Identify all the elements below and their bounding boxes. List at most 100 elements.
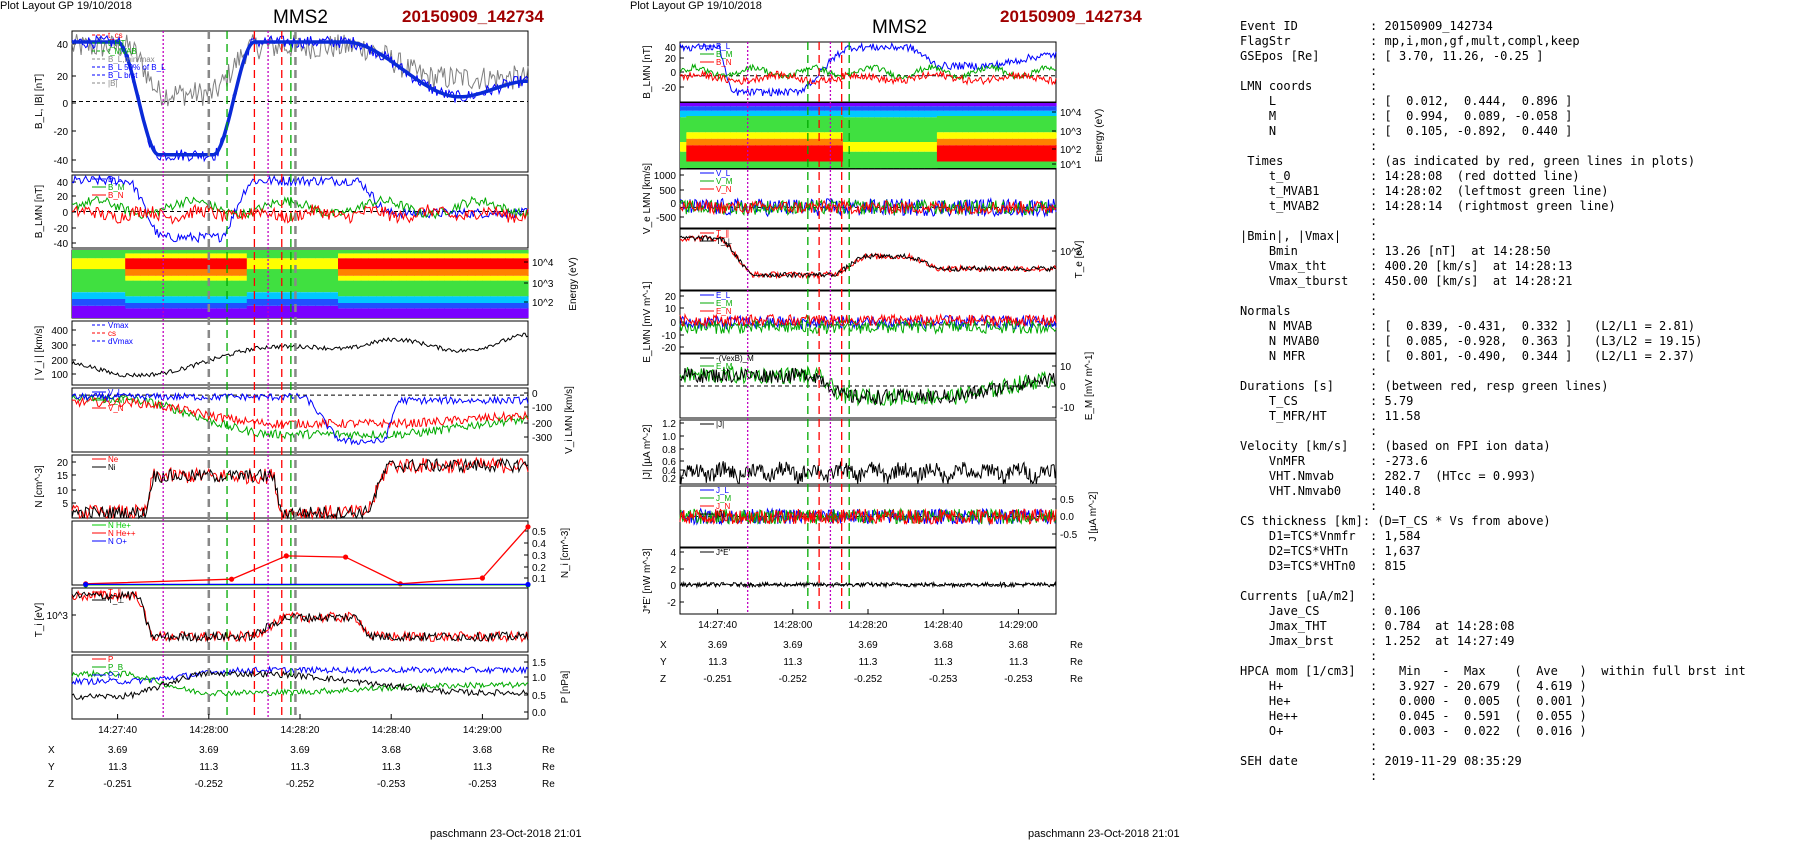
mid-spectrogram-cell [730, 132, 737, 139]
mid-spectrogram-cell [711, 106, 719, 111]
left-spectrogram-cell [376, 269, 385, 276]
mid-spectrogram-cell [767, 106, 775, 111]
mid-spectrogram-cell [780, 145, 788, 162]
left-spectrogram-cell [178, 303, 187, 309]
left-ytick-label: 20 [57, 72, 69, 83]
left-spectrogram-cell [421, 303, 430, 309]
mid-spectrogram-cell [999, 110, 1007, 116]
left-ylabel: | V_i | [km/s] [34, 325, 45, 380]
left-spectrogram-cell [284, 250, 293, 259]
mid-spectrogram-cell [1043, 103, 1051, 107]
mid-ytick-label: -20 [662, 343, 677, 354]
mid-spectrogram-cell [861, 142, 869, 152]
mid-spectrogram-cell [786, 110, 794, 116]
mid-spectrogram-cell [1018, 145, 1026, 162]
left-spectrogram-cell [360, 303, 369, 309]
left-spectrogram-cell [414, 303, 423, 309]
left-spectrogram-cell [474, 250, 483, 254]
left-spectrogram-cell [459, 280, 468, 297]
left-spectrogram-cell [497, 269, 506, 276]
left-spectrogram-cell [315, 258, 324, 270]
left-panel-frame [71, 520, 529, 586]
left-spectrogram-cell [482, 303, 491, 309]
mid-legend-label: -(VexB)_M [716, 354, 754, 363]
left-spectrogram-cell [398, 303, 407, 309]
mid-panel-frame [679, 228, 1057, 291]
left-spectrogram-cell [132, 280, 141, 297]
left-spectrogram-cell [178, 275, 187, 281]
left-spectrogram-cell [125, 275, 134, 281]
mid-spectrogram-cell [805, 138, 813, 146]
mid-spectrogram-cell [949, 145, 957, 162]
left-spectrogram-cell [398, 253, 407, 259]
left-spectrogram-cell [224, 253, 233, 259]
mid-spectrogram-cell [980, 110, 988, 116]
left-spectrogram-cell [231, 296, 240, 303]
mid-panel-frame [679, 547, 1057, 615]
left-spectrogram-cell [208, 308, 217, 318]
left-spectrogram-cell [163, 296, 172, 303]
mid-spectrogram-cell [987, 138, 994, 146]
mid-spectrogram-cell [893, 110, 900, 118]
left-spectrogram-cell [383, 275, 392, 281]
left-spectrogram-cell [459, 258, 468, 270]
left-ytick-label: 10 [57, 486, 69, 497]
left-spectrogram-cell [322, 258, 331, 270]
mid-spectrogram-cell [774, 145, 781, 162]
info-line: H+ : 3.927 - 20.679 ( 4.619 ) [1268, 679, 1587, 693]
left-spectrogram-cell [414, 280, 423, 297]
left-spectrogram-cell [497, 280, 506, 297]
left-spectrogram-cell [474, 258, 483, 270]
mid-spectrogram-cell [805, 103, 813, 107]
left-spectrogram-cell [368, 296, 377, 303]
left-spectrogram-cell [512, 280, 521, 297]
left-spectrogram-cell [239, 269, 248, 276]
left-spectrogram-cell [497, 303, 506, 309]
left-spectrogram-cell [322, 250, 331, 259]
left-spectrogram-cell [414, 269, 423, 276]
mid-spectrogram-cell [767, 110, 775, 116]
left-spectrogram-cell [110, 299, 119, 306]
mid-spectrogram-cell [899, 142, 907, 152]
mid-spectrogram-cell [1012, 110, 1019, 116]
left-series-line [71, 669, 529, 701]
mid-orbit-row-label: X [660, 640, 667, 651]
left-spectrogram-cell [155, 275, 164, 281]
left-spectrogram-cell [398, 296, 407, 303]
left-spectrogram-cell [452, 275, 461, 281]
left-spectrogram-cell [269, 305, 278, 318]
mid-spectrogram-cell [943, 116, 951, 133]
mid-legend-label: E_M [716, 299, 733, 308]
left-orbit-value: 3.68 [473, 745, 493, 756]
left-ytick-label: 200 [51, 356, 68, 367]
mid-ylabel: J [µA m^-2] [1088, 491, 1099, 541]
mid-series-line [679, 507, 1057, 525]
mid-spectrogram-cell [786, 161, 794, 168]
mid-spectrogram-cell [949, 110, 957, 116]
left-spectrogram-cell [490, 269, 499, 276]
left-xtick-label: 14:27:40 [98, 725, 137, 736]
plot-layout-label-left: Plot Layout GP 19/10/2018 [0, 0, 132, 12]
mid-spectrogram-cell [1037, 145, 1045, 162]
left-legend-label: V_L [108, 388, 123, 397]
mid-spectrogram-cell [943, 145, 951, 162]
left-spectrogram-cell [94, 250, 103, 259]
left-spectrogram-cell [391, 250, 400, 254]
mid-spectrogram-cell [792, 161, 800, 168]
mid-spectrogram-cell [817, 103, 825, 107]
mid-ytick-label: 0.6 [662, 457, 676, 468]
left-spectrogram-cell [322, 269, 331, 293]
mid-spectrogram-cell [936, 106, 944, 111]
left-spectrogram-cell [368, 253, 377, 259]
mid-spectrogram-cell [836, 161, 844, 168]
left-spectrogram-cell [414, 253, 423, 259]
left-spectrogram-cell [474, 308, 483, 318]
left-spectrogram-cell [345, 303, 354, 309]
mid-spectrogram-cell [698, 145, 706, 162]
mid-spectrogram-cell [893, 103, 900, 107]
mid-spectrogram-cell [698, 103, 706, 107]
left-legend-label: cs [108, 329, 116, 338]
left-spectrogram-cell [490, 303, 499, 309]
left-spectrogram-cell [170, 303, 179, 309]
mid-legend-label: V_M [716, 177, 733, 186]
